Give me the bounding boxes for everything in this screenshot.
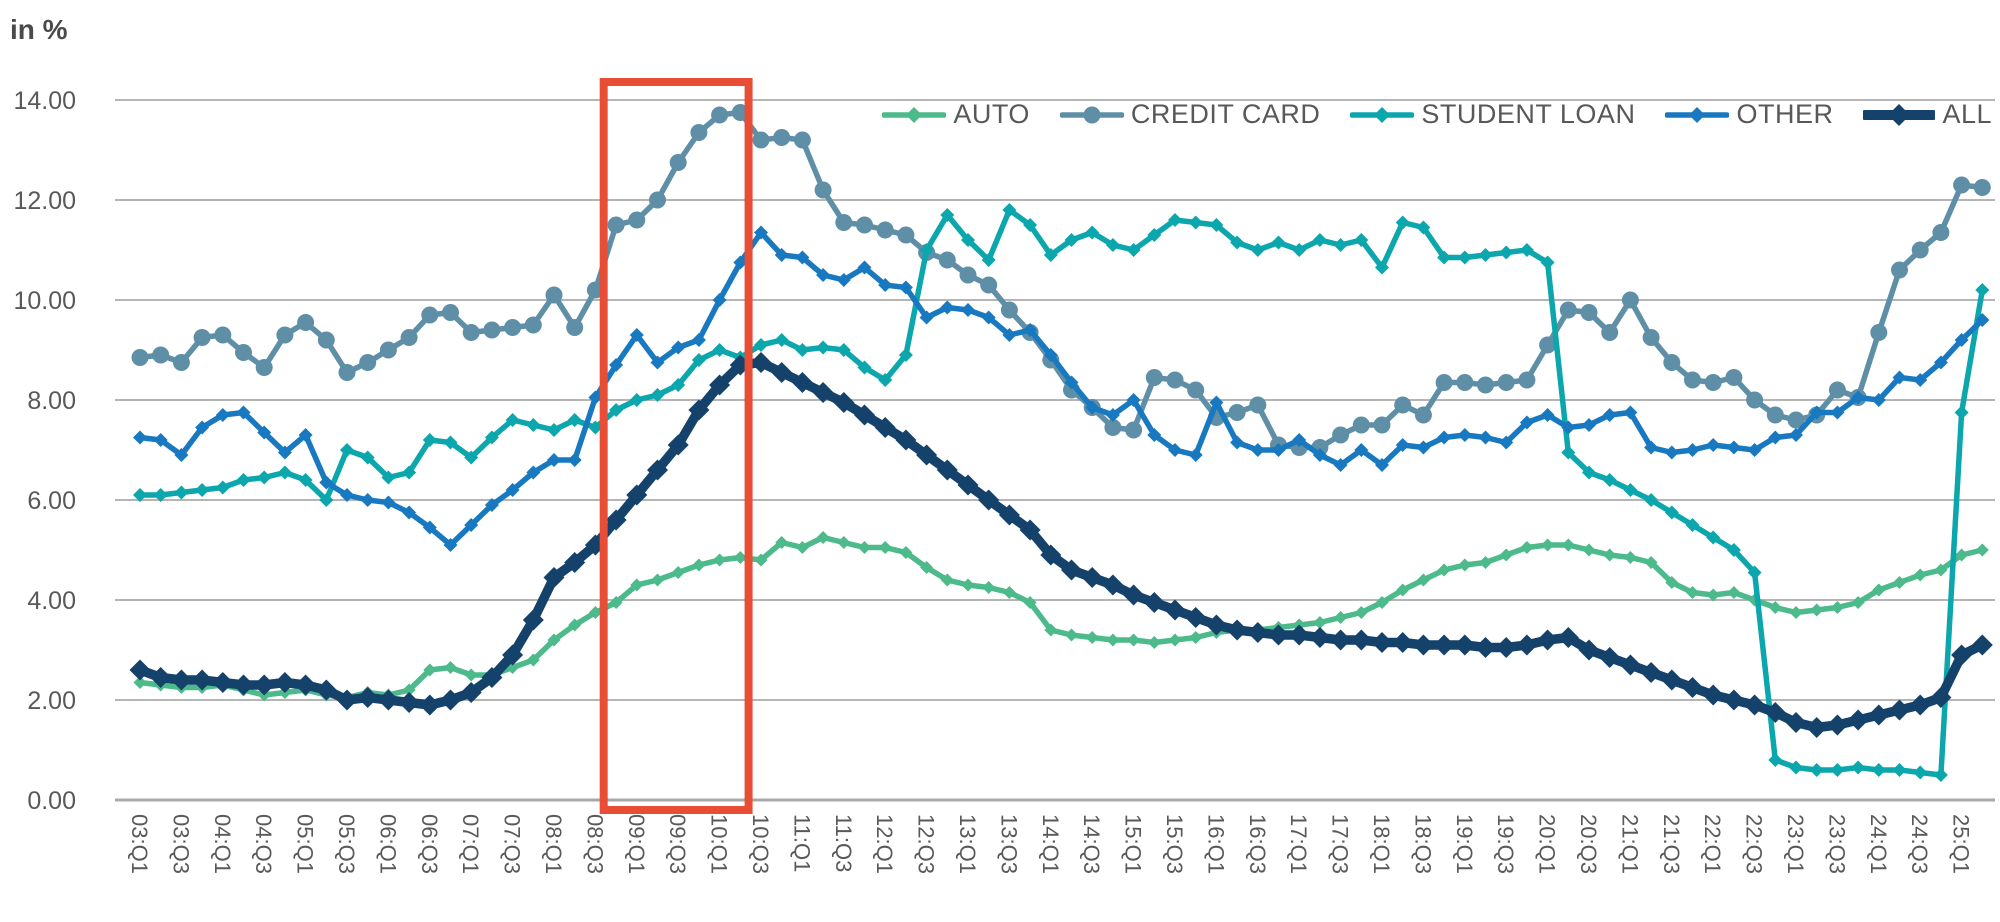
x-tick-label: 17:Q1 [1286,814,1311,874]
x-tick-label: 07:Q1 [458,814,483,874]
y-tick-label: 0.00 [27,787,76,815]
other-legend-marker-icon [1665,106,1730,123]
legend-label: CREDIT CARD [1130,99,1321,129]
x-tick-label: 19:Q3 [1493,814,1518,874]
x-tick-label: 12:Q3 [914,814,939,874]
legend-item-credit-card: CREDIT CARD [1059,99,1321,130]
x-tick-label: 24:Q1 [1866,814,1891,874]
legend-item-other: OTHER [1665,99,1833,130]
x-tick-label: 21:Q1 [1617,814,1642,874]
x-tick-label: 15:Q3 [1162,814,1187,874]
y-tick-label: 14.00 [13,87,76,115]
x-tick-label: 22:Q3 [1742,814,1767,874]
y-tick-label: 2.00 [27,687,76,715]
x-tick-label: 20:Q1 [1535,814,1560,874]
x-tick-label: 09:Q1 [624,814,649,874]
y-tick-label: 4.00 [27,587,76,615]
x-tick-label: 18:Q1 [1369,814,1394,874]
x-tick-label: 12:Q1 [872,814,897,874]
x-tick-label: 08:Q1 [541,814,566,874]
x-tick-label: 24:Q3 [1907,814,1932,874]
legend-label: OTHER [1736,99,1834,129]
x-tick-label: 10:Q3 [748,814,773,874]
y-axis-unit-label: in % [10,14,68,45]
x-tick-label: 07:Q3 [500,814,525,874]
y-tick-label: 6.00 [27,487,76,515]
y-tick-label: 10.00 [13,287,76,315]
y-axis-tick-labels: 14.00 12.00 10.00 8.00 6.00 4.00 2.00 0.00 [13,87,76,815]
x-tick-label: 08:Q3 [582,814,607,874]
all-legend-marker-icon [1863,103,1936,126]
x-tick-label: 20:Q3 [1576,814,1601,874]
legend-label: AUTO [953,99,1030,129]
x-tick-label: 18:Q3 [1410,814,1435,874]
series-other [133,225,1990,552]
x-tick-label: 13:Q1 [955,814,980,874]
x-tick-label: 15:Q1 [1121,814,1146,874]
x-tick-label: 03:Q3 [168,814,193,874]
x-tick-label: 14:Q3 [1079,814,1104,874]
x-tick-label: 11:Q1 [789,814,814,872]
x-tick-label: 03:Q1 [127,814,152,874]
legend-label: STUDENT LOAN [1421,99,1636,129]
x-tick-label: 19:Q1 [1452,814,1477,874]
y-tick-label: 8.00 [27,387,76,415]
x-tick-label: 22:Q1 [1700,814,1725,874]
auto-legend-marker-icon [882,106,947,123]
x-tick-label: 23:Q1 [1783,814,1808,874]
x-tick-label: 23:Q3 [1824,814,1849,874]
series-all [129,352,1993,738]
credit-card-legend-marker-icon [1059,106,1124,123]
legend-label: ALL [1942,99,1992,129]
series-credit-card [131,104,1991,456]
x-tick-label: 16:Q3 [1245,814,1270,874]
highlight-box [599,78,753,814]
x-tick-label: 21:Q3 [1659,814,1684,874]
x-tick-label: 10:Q1 [707,814,732,874]
x-tick-label: 05:Q3 [334,814,359,874]
x-tick-label: 04:Q3 [251,814,276,874]
x-tick-label: 13:Q3 [996,814,1021,874]
x-tick-label: 14:Q1 [1038,814,1063,874]
gridlines [115,99,1995,802]
x-tick-label: 09:Q3 [665,814,690,874]
legend-item-all: ALL [1863,99,1992,130]
legend-item-student-loan: STUDENT LOAN [1350,99,1635,130]
x-tick-label: 11:Q3 [831,814,856,872]
x-tick-label: 05:Q1 [293,814,318,874]
x-tick-label: 04:Q1 [210,814,235,874]
x-tick-label: 17:Q3 [1328,814,1353,874]
x-tick-label: 25:Q1 [1949,814,1974,874]
x-tick-label: 06:Q1 [375,814,400,874]
chart-legend: AUTO CREDIT CARD STUDENT LOAN OTHER ALL [882,99,1992,130]
x-tick-label: 16:Q1 [1203,814,1228,874]
legend-item-auto: AUTO [882,99,1030,130]
student-loan-legend-marker-icon [1350,106,1415,123]
y-tick-label: 12.00 [13,187,76,215]
x-axis-tick-labels: 03:Q1 03:Q3 04:Q1 04:Q3 05:Q1 05:Q3 06:Q1 06:Q3… [127,814,1974,874]
x-tick-label: 06:Q3 [417,814,442,874]
series-student-loan [133,203,1990,782]
